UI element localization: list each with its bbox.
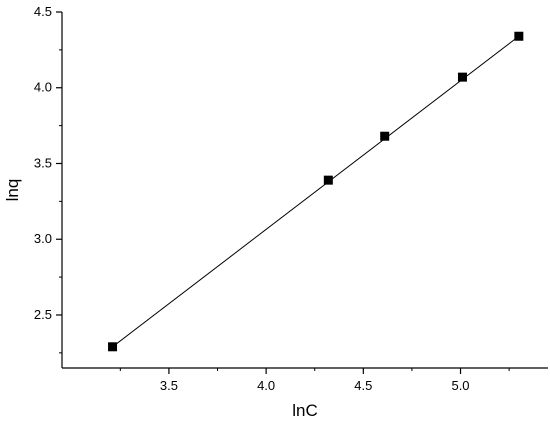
- data-point-marker: [514, 31, 524, 41]
- x-tick-label: 5.0: [451, 378, 469, 393]
- series-layer: [108, 31, 524, 352]
- y-tick-label: 4.0: [34, 80, 52, 95]
- fit-line: [112, 35, 520, 348]
- x-tick-label: 3.5: [160, 378, 178, 393]
- y-tick-label: 4.5: [34, 4, 52, 19]
- data-point-marker: [457, 72, 467, 82]
- x-tick-label: 4.5: [354, 378, 372, 393]
- y-tick-label: 3.5: [34, 155, 52, 170]
- plot-area: 3.5 4.0 4.5 5.0 2.5 3.0 3.5 4.0 4.5: [34, 4, 548, 393]
- y-axis-title: lnq: [3, 179, 22, 202]
- data-point-marker: [108, 342, 118, 352]
- x-axis-ticks: 3.5 4.0 4.5 5.0: [119, 368, 510, 393]
- x-axis-title: lnC: [292, 401, 318, 420]
- y-tick-label: 3.0: [34, 231, 52, 246]
- y-tick-label: 2.5: [34, 307, 52, 322]
- data-point-marker: [323, 175, 333, 185]
- x-tick-label: 4.0: [257, 378, 275, 393]
- y-axis-ticks: 2.5 3.0 3.5 4.0 4.5: [34, 4, 62, 354]
- data-point-marker: [380, 131, 390, 141]
